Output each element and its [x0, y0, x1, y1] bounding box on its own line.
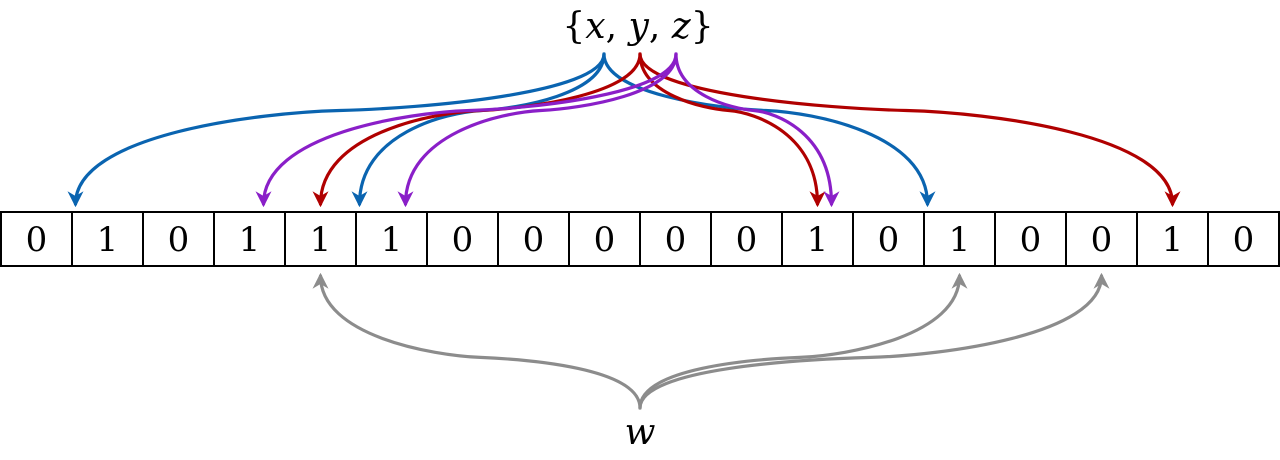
set-open-brace: {: [562, 6, 585, 47]
bit-cell: 0: [1207, 211, 1280, 267]
hash-arrow-x: [67, 52, 606, 208]
hash-arrow-w: [638, 272, 968, 410]
bit-value: 0: [736, 220, 758, 260]
bit-value: 1: [807, 220, 829, 260]
bit-value: 0: [523, 220, 545, 260]
bit-cell: 0: [426, 211, 499, 267]
hash-arrows: [67, 52, 1181, 410]
hash-arrow-w: [638, 272, 1110, 410]
hash-arrow-z: [397, 52, 678, 208]
bit-cell: 1: [284, 211, 357, 267]
bit-cell: 1: [355, 211, 428, 267]
bit-cell-box: [426, 211, 499, 267]
bit-cell-box: [994, 211, 1067, 267]
hash-arrow-z: [255, 52, 678, 208]
bit-cell: 0: [639, 211, 712, 267]
bit-value: 1: [239, 220, 261, 260]
bit-value: 1: [97, 220, 119, 260]
bit-cell: 0: [852, 211, 925, 267]
bit-value: 0: [452, 220, 474, 260]
set-label: {x, y, z}: [562, 6, 713, 47]
element-x-label: x: [585, 6, 605, 47]
bit-cell: 0: [994, 211, 1067, 267]
bit-cell: 0: [0, 211, 73, 267]
bit-value: 0: [1020, 220, 1042, 260]
hash-arrow-y: [638, 52, 826, 208]
set-separator-2: ,: [649, 6, 672, 47]
bit-value: 0: [1233, 220, 1255, 260]
bit-cell-box: [923, 211, 996, 267]
bit-cell-box: [213, 211, 286, 267]
bit-value: 0: [168, 220, 190, 260]
bit-cell-box: [639, 211, 712, 267]
bit-cell: 0: [568, 211, 641, 267]
bit-cell: 1: [923, 211, 996, 267]
hash-arrow-z: [674, 52, 840, 208]
bit-value: 1: [381, 220, 403, 260]
element-y-label: y: [627, 6, 650, 47]
bit-value: 0: [26, 220, 48, 260]
hash-arrow-y: [638, 52, 1181, 208]
bit-value: 0: [594, 220, 616, 260]
bit-cell: 0: [497, 211, 570, 267]
bit-array: 0 1 0 1 1 1 0 0 0 0 0 1 0 1 0 0 1 0: [0, 211, 1280, 267]
bit-cell-box: [284, 211, 357, 267]
hash-arrow-x: [602, 52, 936, 208]
bit-cell-box: [852, 211, 925, 267]
hash-arrow-x: [351, 52, 606, 208]
bit-cell-box: [568, 211, 641, 267]
bit-value: 0: [1091, 220, 1113, 260]
bit-value: 1: [949, 220, 971, 260]
bit-value: 0: [665, 220, 687, 260]
bit-cell-box: [1136, 211, 1209, 267]
bit-cell-box: [1207, 211, 1280, 267]
bit-cell-box: [142, 211, 215, 267]
bit-cell: 0: [142, 211, 215, 267]
bit-cell-box: [1065, 211, 1138, 267]
bit-cell-box: [710, 211, 783, 267]
bit-cell-box: [0, 211, 73, 267]
query-element-w-label: w: [625, 412, 656, 453]
bit-cell: 1: [781, 211, 854, 267]
bit-value: 1: [310, 220, 332, 260]
bit-value: 0: [878, 220, 900, 260]
set-separator-1: ,: [606, 6, 629, 47]
bit-cell: 0: [1065, 211, 1138, 267]
bit-cell-box: [71, 211, 144, 267]
element-z-label: z: [671, 6, 692, 47]
bit-cell: 1: [71, 211, 144, 267]
set-close-brace: }: [691, 6, 714, 47]
bit-cell-box: [355, 211, 428, 267]
bit-value: 1: [1162, 220, 1184, 260]
hash-arrow-w: [312, 272, 642, 410]
bit-cell: 0: [710, 211, 783, 267]
bit-cell: 1: [1136, 211, 1209, 267]
bit-cell: 1: [213, 211, 286, 267]
